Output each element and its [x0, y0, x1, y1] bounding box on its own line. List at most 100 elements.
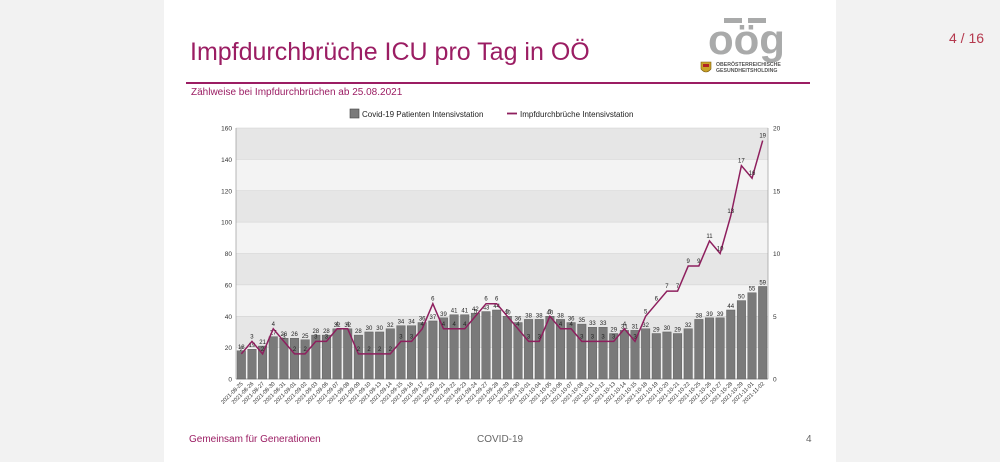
bar-value-label: 38	[536, 313, 543, 319]
bar-value-label: 38	[695, 313, 702, 319]
bar	[534, 319, 544, 380]
bar-value-label: 40	[504, 310, 511, 316]
line-value-label: 4	[421, 322, 425, 328]
line-value-label: 4	[559, 322, 563, 328]
line-value-label: 7	[665, 284, 669, 290]
bar	[556, 319, 565, 380]
bar	[279, 338, 289, 380]
line-value-label: 2	[389, 347, 393, 353]
line-value-label: 17	[738, 159, 745, 165]
bar-value-label: 33	[600, 321, 607, 327]
line-value-label: 13	[727, 209, 734, 215]
line-value-label: 10	[717, 247, 724, 253]
bar-value-label: 28	[323, 329, 330, 335]
bar	[545, 316, 555, 380]
bar	[321, 334, 331, 380]
logo-line2: GESUNDHEITSHOLDING	[716, 68, 778, 74]
bar	[470, 312, 480, 380]
grid-band	[236, 284, 768, 317]
line-value-label: 2	[261, 347, 265, 353]
line-value-label: 9	[687, 259, 691, 265]
bar-value-label: 41	[451, 309, 458, 315]
y-left-tick-label: 40	[225, 314, 233, 321]
grid-band	[236, 190, 768, 223]
bar-value-label: 31	[621, 324, 628, 330]
bar-value-label: 36	[419, 317, 426, 323]
line-value-label: 4	[452, 322, 456, 328]
y-right-tick-label: 15	[773, 188, 781, 195]
bar	[726, 309, 736, 380]
bar-value-label: 30	[664, 326, 671, 332]
bar	[651, 333, 661, 380]
bar-value-label: 33	[589, 321, 596, 327]
bar-value-label: 59	[759, 280, 766, 286]
bar-value-label: 32	[334, 323, 341, 329]
line-value-label: 4	[569, 322, 573, 328]
bar-value-label: 39	[706, 312, 713, 318]
bar	[736, 300, 746, 380]
bar	[587, 327, 597, 380]
bar	[598, 327, 608, 380]
bar	[396, 325, 406, 380]
bar	[247, 348, 257, 380]
bar-value-label: 25	[302, 334, 309, 340]
line-value-label: 3	[633, 334, 637, 340]
bar-value-label: 34	[398, 320, 405, 326]
bar-value-label: 37	[429, 315, 436, 321]
bar	[630, 330, 640, 380]
bar-value-label: 29	[674, 328, 681, 334]
line-value-label: 3	[314, 334, 318, 340]
y-left-tick-label: 20	[225, 345, 233, 352]
bar-value-label: 30	[366, 326, 373, 332]
bar	[417, 322, 427, 380]
bar	[364, 331, 374, 380]
line-value-label: 19	[759, 134, 766, 140]
line-value-label: 2	[303, 347, 307, 353]
bar-value-label: 38	[557, 313, 564, 319]
line-value-label: 4	[463, 322, 467, 328]
line-value-label: 4	[623, 322, 627, 328]
footer-left: Gemeinsam für Generationen	[189, 434, 321, 445]
bar-value-label: 39	[440, 312, 447, 318]
bar-value-label: 26	[291, 332, 298, 338]
bar	[513, 322, 523, 380]
grid-band	[236, 128, 768, 160]
line-value-label: 2	[293, 347, 297, 353]
bar-value-label: 44	[727, 304, 734, 310]
line-value-label: 11	[706, 234, 713, 240]
bar-value-label: 35	[578, 318, 585, 324]
bar	[311, 334, 321, 380]
line-value-label: 3	[591, 334, 595, 340]
line-value-label: 4	[346, 322, 350, 328]
bar-value-label: 38	[525, 313, 532, 319]
line-value-label: 5	[548, 309, 552, 315]
line-value-label: 5	[506, 309, 510, 315]
line-value-label: 4	[272, 322, 276, 328]
y-left-tick-label: 0	[228, 377, 232, 384]
bar-value-label: 31	[632, 324, 639, 330]
bar	[747, 292, 757, 380]
line-value-label: 3	[527, 334, 531, 340]
y-right-tick-label: 10	[773, 251, 781, 258]
line-value-label: 2	[367, 347, 371, 353]
y-left-tick-label: 100	[221, 220, 232, 227]
y-left-tick-label: 140	[221, 157, 232, 164]
line-value-label: 3	[612, 334, 616, 340]
bar-value-label: 29	[653, 328, 660, 334]
bar	[481, 311, 491, 380]
bar	[258, 345, 268, 380]
bar	[407, 325, 417, 380]
bar	[332, 328, 342, 380]
y-left-tick-label: 80	[225, 251, 233, 258]
bar	[290, 338, 299, 380]
bar	[641, 328, 651, 380]
line-value-label: 3	[250, 334, 254, 340]
line-value-label: 6	[431, 297, 435, 303]
bar-value-label: 32	[344, 323, 351, 329]
line-series	[240, 140, 764, 356]
line-value-label: 3	[410, 334, 414, 340]
bar	[300, 339, 310, 380]
bar	[353, 334, 363, 380]
line-value-label: 3	[538, 334, 542, 340]
bar-value-label: 32	[642, 323, 649, 329]
